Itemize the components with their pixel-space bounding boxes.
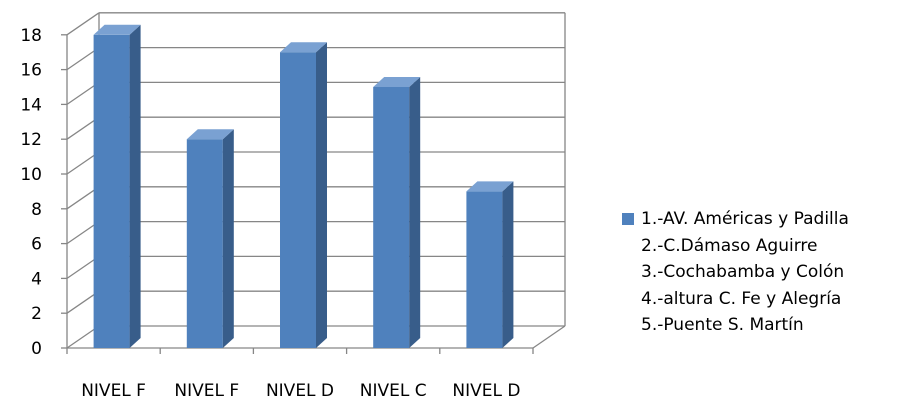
y-tick-label: 18 bbox=[20, 26, 42, 46]
bars bbox=[93, 24, 514, 349]
y-tick-label: 16 bbox=[20, 61, 42, 81]
bar-top bbox=[373, 77, 421, 87]
legend-item: 2.-C.Dámaso Aguirre bbox=[620, 233, 849, 260]
bar-top bbox=[466, 181, 514, 192]
y-tick-labels: 0 2 4 6 8 10 12 14 16 18 bbox=[20, 26, 42, 359]
bar bbox=[186, 129, 234, 348]
bar bbox=[93, 24, 141, 349]
x-tick-labels: NIVEL F NIVEL F NIVEL D NIVEL C NIVEL D bbox=[81, 381, 520, 401]
legend-label: 3.-Cochabamba y Colón bbox=[641, 262, 845, 282]
floor-right-edge bbox=[532, 325, 566, 349]
bar-side bbox=[129, 24, 141, 349]
legend-item: 3.-Cochabamba y Colón bbox=[620, 259, 849, 286]
legend-item: 4.-altura C. Fe y Alegría bbox=[620, 286, 849, 313]
legend-swatch bbox=[622, 213, 634, 225]
bar bbox=[466, 181, 514, 348]
legend-label: 5.-Puente S. Martín bbox=[641, 315, 804, 335]
y-tick-label: 14 bbox=[20, 95, 42, 115]
bar-front bbox=[373, 87, 410, 348]
x-tick-label: NIVEL F bbox=[81, 381, 146, 401]
legend-label: 1.-AV. Américas y Padilla bbox=[641, 209, 849, 229]
bar-side bbox=[502, 181, 514, 348]
x-tick-label: NIVEL C bbox=[360, 381, 427, 401]
y-tick-label: 6 bbox=[31, 235, 42, 255]
y-tick-label: 2 bbox=[31, 304, 42, 324]
legend: 1.-AV. Américas y Padilla 2.-C.Dámaso Agu… bbox=[620, 206, 849, 339]
y-tick-label: 12 bbox=[20, 130, 42, 150]
y-tick-label: 4 bbox=[31, 269, 42, 289]
bar-front bbox=[280, 52, 316, 348]
bar-front bbox=[93, 34, 130, 349]
y-tick-label: 10 bbox=[20, 165, 42, 185]
side-gridline bbox=[66, 12, 100, 36]
legend-label: 4.-altura C. Fe y Alegría bbox=[641, 288, 842, 309]
legend-item: 1.-AV. Américas y Padilla bbox=[620, 206, 849, 233]
bar-side bbox=[316, 42, 327, 348]
x-tick-label: NIVEL D bbox=[266, 381, 334, 401]
bar-side bbox=[409, 77, 421, 348]
legend-item: 5.-Puente S. Martín bbox=[620, 312, 849, 339]
x-tick-label: NIVEL D bbox=[452, 381, 520, 401]
bar-top bbox=[186, 129, 234, 140]
legend-label: 2.-C.Dámaso Aguirre bbox=[641, 235, 818, 256]
bar-front bbox=[186, 139, 223, 348]
bar-top bbox=[280, 42, 327, 53]
bar-top bbox=[93, 24, 141, 35]
bar-front bbox=[466, 191, 503, 348]
bar bbox=[280, 42, 327, 348]
y-tick-label: 0 bbox=[31, 339, 42, 359]
x-tick-label: NIVEL F bbox=[174, 381, 239, 401]
bar-side bbox=[222, 129, 234, 348]
y-tick-label: 8 bbox=[31, 200, 42, 220]
bar bbox=[373, 77, 421, 348]
